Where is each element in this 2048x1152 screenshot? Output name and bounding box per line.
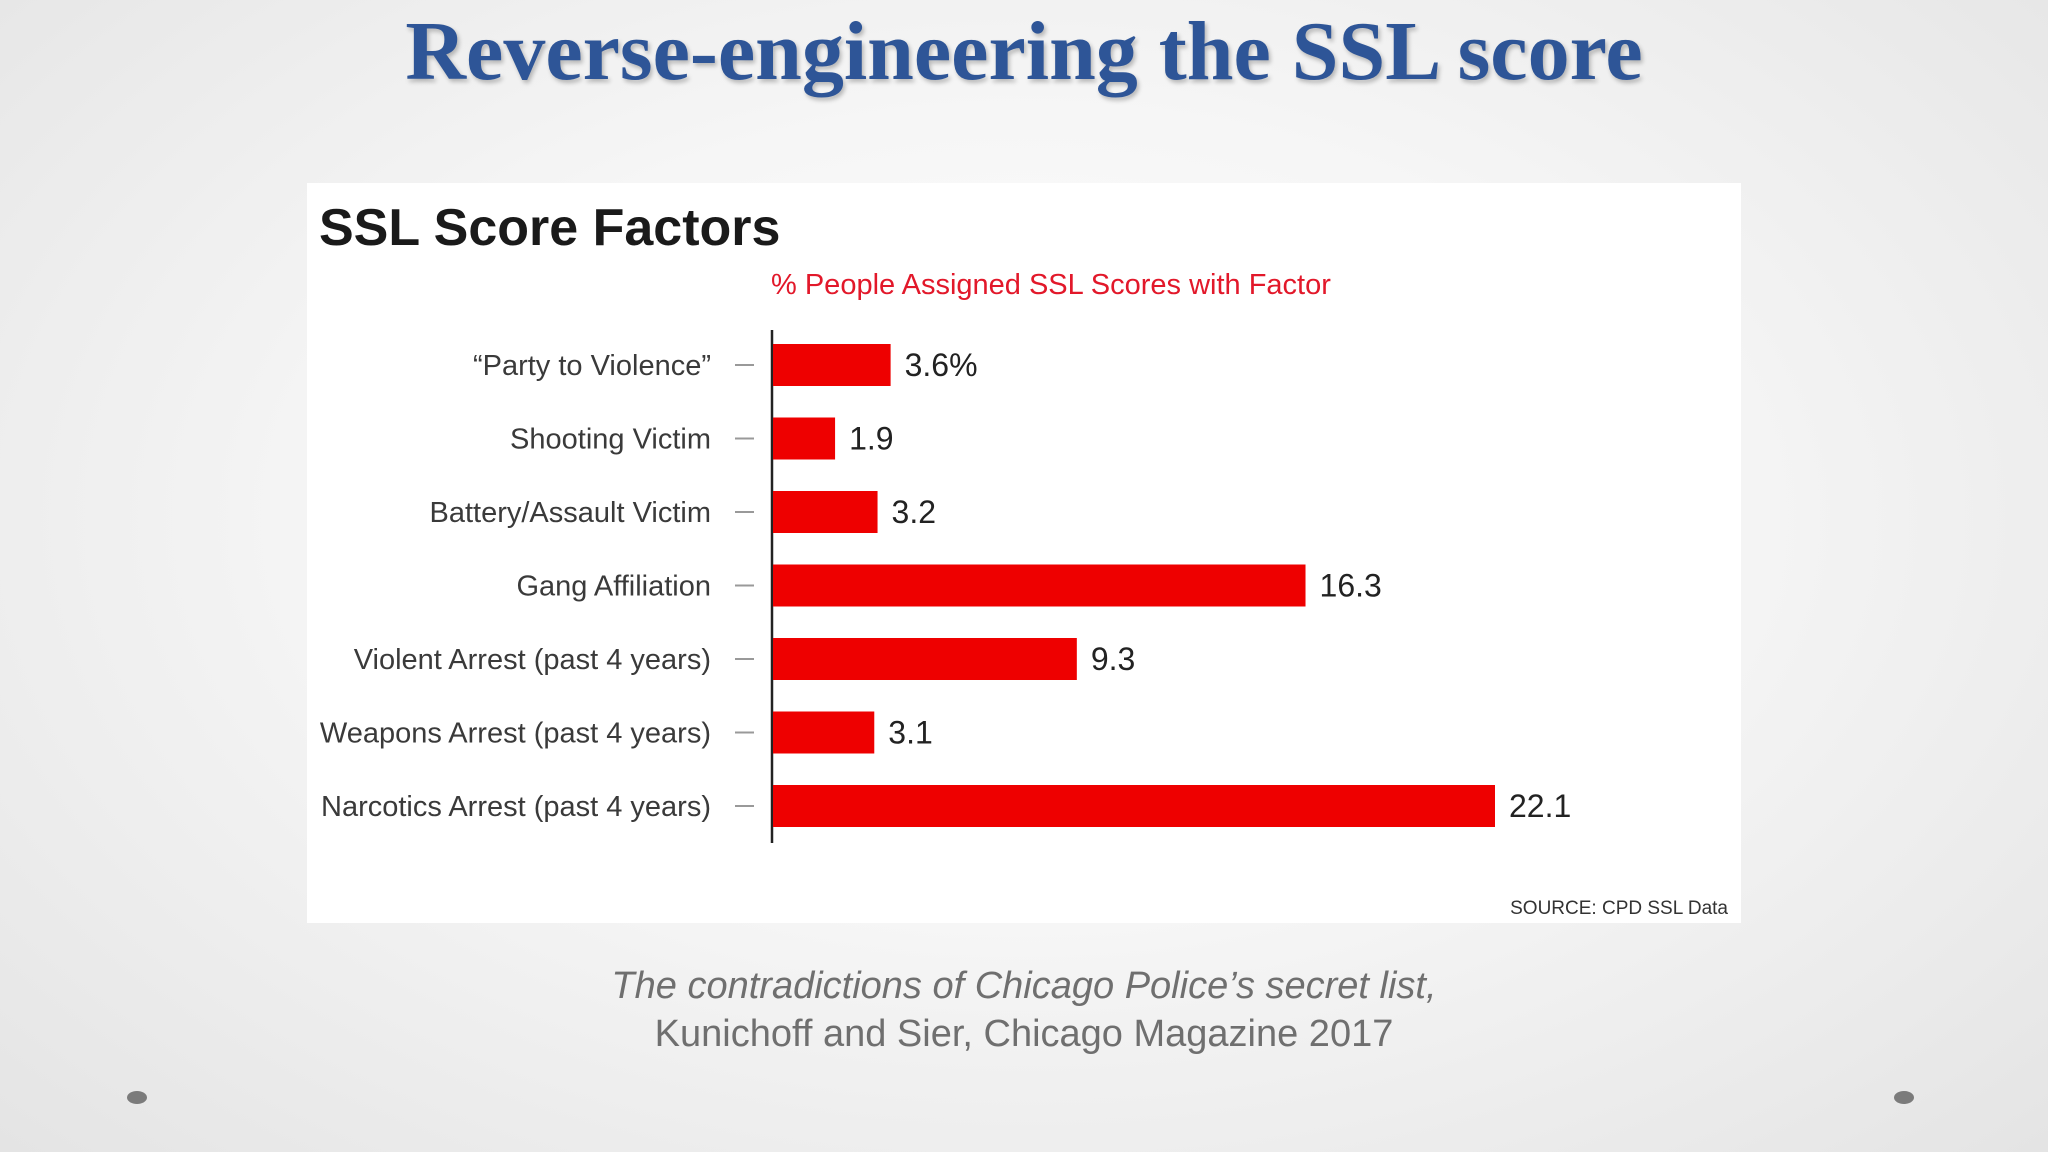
- value-label: 16.3: [1320, 568, 1382, 604]
- bar: [773, 417, 836, 460]
- category-label: Narcotics Arrest (past 4 years): [321, 791, 711, 823]
- category-label: “Party to Violence”: [473, 350, 711, 382]
- bar: [773, 564, 1306, 607]
- slide-title: Reverse-engineering the SSL score: [405, 5, 1643, 98]
- nav-dot-right: [1894, 1091, 1914, 1104]
- value-label: 1.9: [849, 421, 893, 457]
- chart-subtitle: % People Assigned SSL Scores with Factor: [771, 269, 1331, 301]
- value-label: 3.2: [892, 494, 936, 530]
- bar: [773, 491, 878, 533]
- chart-source: SOURCE: CPD SSL Data: [1510, 898, 1728, 919]
- value-label: 3.6%: [905, 347, 978, 383]
- bar: [773, 711, 875, 754]
- chart-panel: SSL Score Factors % People Assigned SSL …: [307, 183, 1741, 923]
- value-label: 9.3: [1091, 641, 1135, 677]
- caption-article-title: The contradictions of Chicago Police’s s…: [611, 965, 1437, 1007]
- bar: [773, 638, 1077, 680]
- value-label: 3.1: [888, 715, 932, 751]
- bar: [773, 785, 1495, 827]
- category-label: Gang Affiliation: [516, 571, 711, 603]
- value-label: 22.1: [1509, 788, 1571, 824]
- chart-title: SSL Score Factors: [319, 199, 780, 257]
- bar-chart: SSL Score Factors % People Assigned SSL …: [319, 199, 1728, 919]
- category-label: Shooting Victim: [510, 424, 711, 456]
- caption-authors: Kunichoff and Sier, Chicago Magazine 201…: [654, 1013, 1394, 1055]
- category-label: Battery/Assault Victim: [429, 497, 711, 529]
- category-label: Violent Arrest (past 4 years): [354, 644, 711, 676]
- category-label: Weapons Arrest (past 4 years): [320, 718, 711, 750]
- bar: [773, 344, 891, 386]
- nav-dot-left: [127, 1091, 147, 1104]
- bars-group: “Party to Violence” 3.6% Shooting Victim 1.…: [320, 344, 1571, 827]
